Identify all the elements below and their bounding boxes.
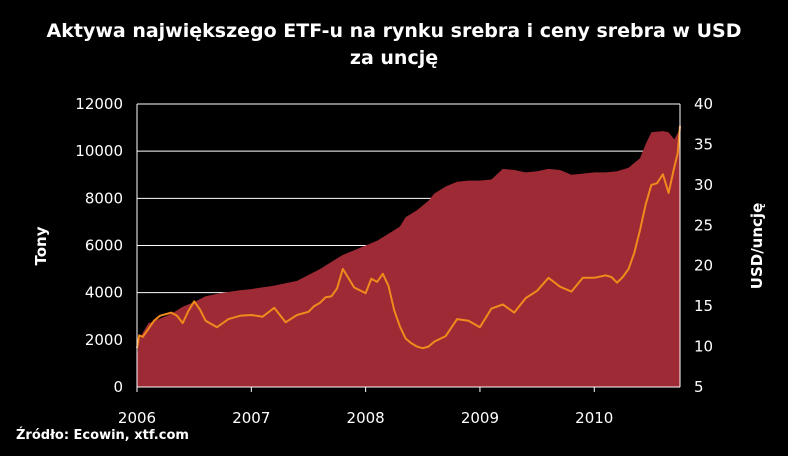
y2-tick-label: 10 xyxy=(694,338,713,356)
x-tick-label: 2007 xyxy=(232,409,270,427)
y-tick-label: 10000 xyxy=(75,142,123,160)
y-tick-label: 8000 xyxy=(85,189,123,207)
line-layer xyxy=(136,125,681,350)
y-tick-label: 12000 xyxy=(75,95,123,113)
y-tick-label: 0 xyxy=(113,378,123,396)
y2-axis-title: USD/uncję xyxy=(748,203,766,289)
y2-tick-label: 5 xyxy=(694,378,704,396)
line-series-price xyxy=(136,125,681,350)
chart-title: Aktywa największego ETF-u na rynku srebr… xyxy=(46,20,742,69)
area-series-tony xyxy=(137,128,680,388)
y2-tick-label: 40 xyxy=(694,95,713,113)
y2-tick-label: 15 xyxy=(694,297,713,315)
y-axis-title: Tony xyxy=(32,226,50,265)
source-note: Źródło: Ecowin, xtf.com xyxy=(16,428,189,443)
x-tick-label: 2006 xyxy=(118,409,156,427)
tick-layer: 0 2000 4000 6000 8000 10000 12000 5 10 15 20 25 30 35… xyxy=(75,95,713,427)
y2-tick-label: 25 xyxy=(694,216,713,234)
y-tick-label: 6000 xyxy=(85,237,123,255)
x-tick-label: 2008 xyxy=(347,409,385,427)
x-tick-label: 2010 xyxy=(575,409,613,427)
x-tick-label: 2009 xyxy=(461,409,499,427)
y-tick-label: 4000 xyxy=(85,284,123,302)
area-layer xyxy=(137,128,680,388)
y2-tick-label: 30 xyxy=(694,176,713,194)
y2-tick-label: 20 xyxy=(694,257,713,275)
axis-layer xyxy=(136,104,681,392)
y-tick-label: 2000 xyxy=(85,331,123,349)
y2-tick-label: 35 xyxy=(694,135,713,153)
